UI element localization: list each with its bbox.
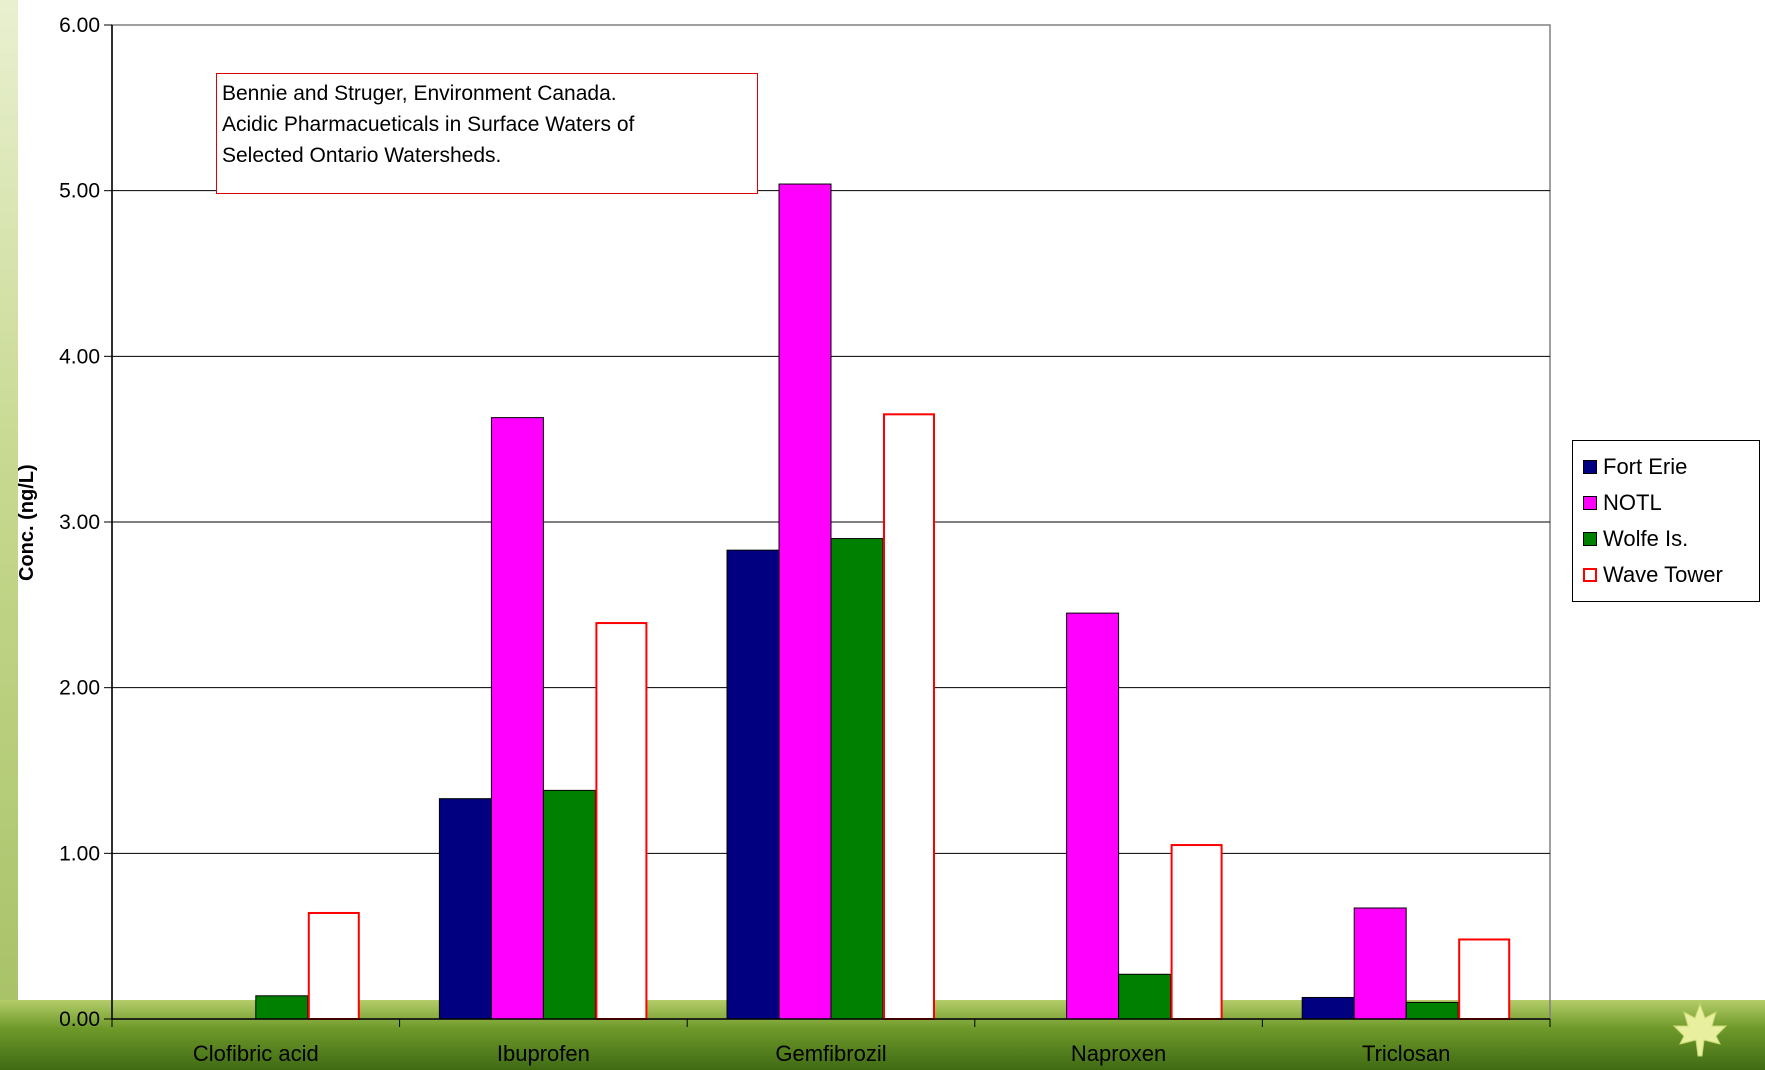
- x-tick-label: Naproxen: [1071, 1041, 1166, 1066]
- bar: [1066, 612, 1120, 1020]
- bar: [438, 798, 492, 1020]
- legend-item: Wave Tower: [1583, 557, 1759, 593]
- annotation-line: Selected Ontario Watersheds.: [222, 144, 502, 167]
- bar: [778, 183, 832, 1020]
- y-tick-label: 6.00: [59, 14, 100, 37]
- y-tick-label: 1.00: [59, 842, 100, 865]
- y-tick-label: 5.00: [59, 180, 100, 203]
- source-annotation: Bennie and Struger, Environment Canada. …: [216, 73, 758, 194]
- legend-label: Wave Tower: [1603, 562, 1723, 587]
- legend-label: NOTL: [1603, 490, 1662, 515]
- bar: [1170, 844, 1223, 1020]
- x-tick-label: Ibuprofen: [497, 1041, 590, 1066]
- legend-label: Wolfe Is.: [1603, 526, 1689, 551]
- bar: [1353, 907, 1407, 1020]
- y-tick-label: 3.00: [59, 511, 100, 534]
- legend-label: Fort Erie: [1603, 454, 1688, 479]
- axes: 0.00 1.00 2.00 3.00 4.00 5.00 6.00 Clofibric ac…: [59, 14, 1551, 1066]
- bar: [883, 413, 935, 1021]
- legend-item: NOTL: [1583, 485, 1759, 521]
- x-tick-label: Clofibric acid: [193, 1041, 319, 1066]
- bar: [1118, 973, 1172, 1020]
- legend-swatch: [1583, 532, 1597, 546]
- annotation-line: Bennie and Struger, Environment Canada.: [222, 82, 617, 105]
- bar: [726, 549, 780, 1020]
- bar: [1301, 996, 1355, 1020]
- legend-swatch: [1583, 568, 1597, 582]
- bar: [1405, 1001, 1459, 1020]
- bar: [542, 789, 596, 1020]
- maple-leaf-icon: [1672, 1002, 1728, 1057]
- bars: [255, 183, 1511, 1021]
- x-tick-label: Gemfibrozil: [775, 1041, 886, 1066]
- bar: [307, 911, 360, 1020]
- y-axis-label: Conc. (ng/L): [16, 463, 38, 581]
- background-left-strip: [0, 0, 18, 1070]
- bar: [1458, 938, 1511, 1020]
- y-tick-label: 4.00: [59, 345, 100, 368]
- bar: [490, 417, 544, 1020]
- legend-swatch: [1583, 460, 1597, 474]
- annotation-line: Acidic Pharmacueticals in Surface Waters…: [222, 113, 635, 136]
- legend: Fort Erie NOTL Wolfe Is. Wave Tower: [1572, 440, 1760, 602]
- bar: [255, 995, 309, 1020]
- x-tick-label: Triclosan: [1362, 1041, 1450, 1066]
- legend-item: Fort Erie: [1583, 449, 1759, 485]
- bar: [830, 538, 884, 1020]
- y-tick-label: 0.00: [59, 1008, 100, 1031]
- legend-swatch: [1583, 496, 1597, 510]
- y-tick-label: 2.00: [59, 677, 100, 700]
- bar: [595, 622, 648, 1020]
- legend-item: Wolfe Is.: [1583, 521, 1759, 557]
